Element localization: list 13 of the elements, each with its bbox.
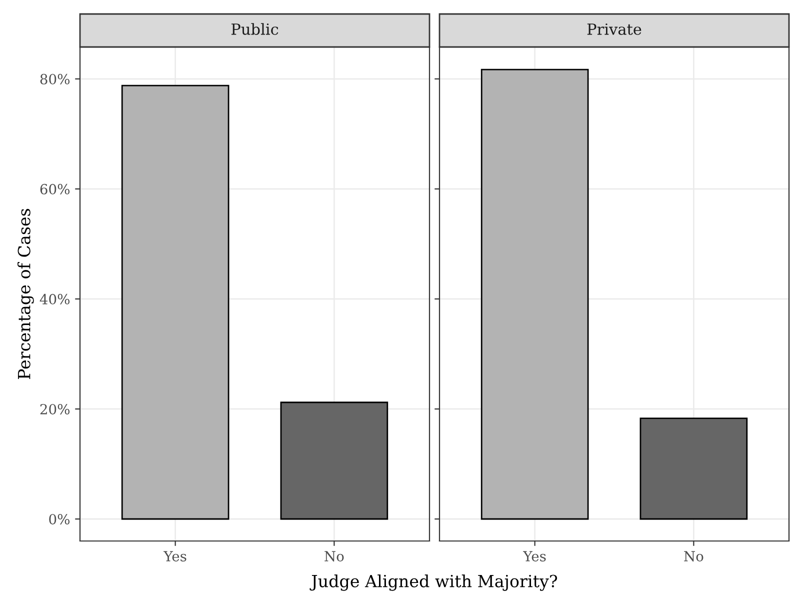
y-tick-label: 80% <box>40 74 70 84</box>
x-tick-label: No <box>324 551 344 562</box>
x-axis-title: Judge Aligned with Majority? <box>310 574 558 591</box>
chart-title: Private <box>587 23 642 35</box>
y-tick-label: 20% <box>40 404 70 414</box>
x-tick-label: No <box>684 551 704 562</box>
chart-title: Public <box>231 23 278 35</box>
x-tick-label: Yes <box>164 551 186 562</box>
y-tick-label: 60% <box>40 184 70 194</box>
y-tick-label: 0% <box>49 514 70 524</box>
y-axis-title: Percentage of Cases <box>17 208 34 380</box>
x-tick-label: Yes <box>523 551 546 562</box>
y-tick-label: 40% <box>40 294 70 304</box>
